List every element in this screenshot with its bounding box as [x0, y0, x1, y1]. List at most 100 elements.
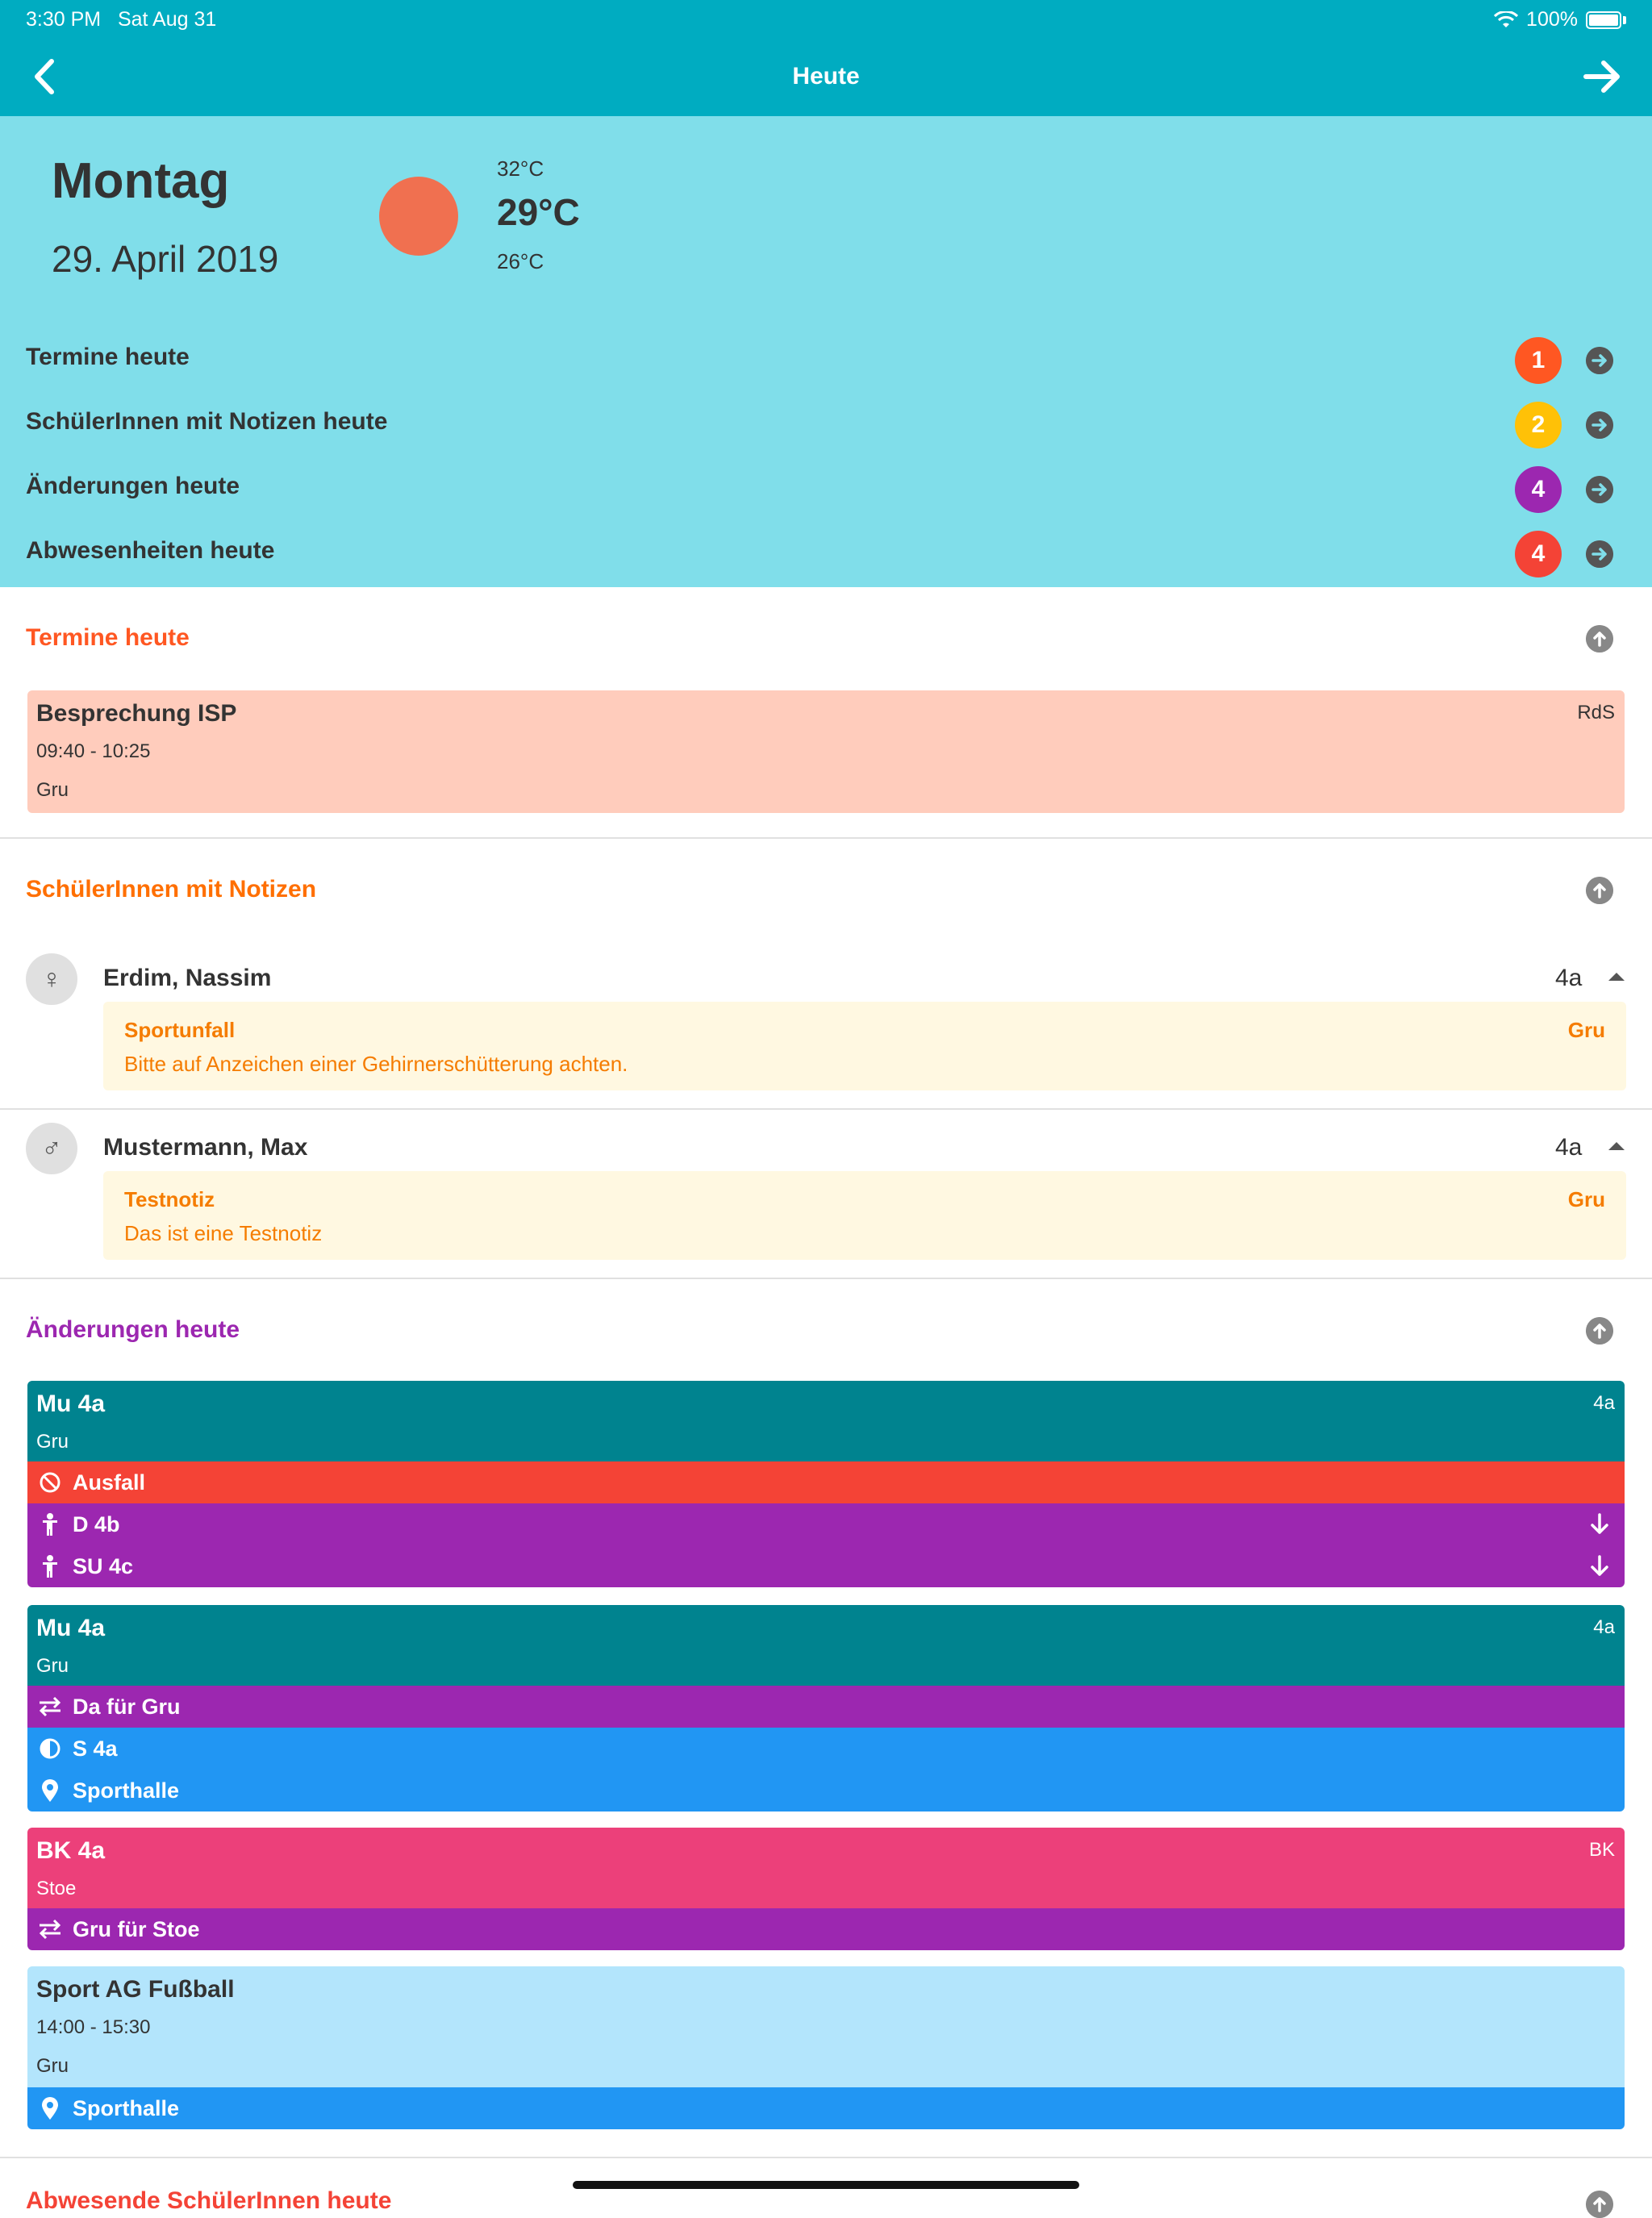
caret-up-icon[interactable]: [1608, 1142, 1625, 1150]
arrow-circle-up-icon[interactable]: [1586, 877, 1613, 904]
summary-row-changes[interactable]: Änderungen heute 4: [0, 457, 1652, 513]
note-text: Das ist eine Testnotiz: [124, 1221, 323, 1245]
status-right: 100%: [1494, 8, 1626, 31]
note-author: Gru: [1567, 1018, 1605, 1042]
student-name: Mustermann, Max: [103, 1134, 308, 1161]
battery-percent: 100%: [1526, 8, 1578, 31]
note-title: Sportunfall: [124, 1018, 236, 1042]
change-band-room: Sporthalle: [27, 2087, 1625, 2129]
summary-row-appointments[interactable]: Termine heute 1: [0, 327, 1652, 384]
arrow-down-icon: [1591, 1555, 1608, 1576]
arrow-circle-up-icon[interactable]: [1586, 625, 1613, 652]
student-note[interactable]: Testnotiz Gru Das ist eine Testnotiz: [103, 1171, 1626, 1260]
temp-current: 29°C: [497, 191, 580, 233]
divider: [0, 1278, 1652, 1279]
lesson-header: Mu 4a 4a Gru: [27, 1605, 1625, 1686]
lesson-title: Mu 4a: [36, 1615, 106, 1641]
chevron-left-icon[interactable]: [29, 56, 61, 97]
lesson-header: Mu 4a 4a Gru: [27, 1381, 1625, 1461]
half-circle-icon: [37, 1736, 63, 1761]
divider: [0, 837, 1652, 839]
count-badge: 1: [1515, 337, 1562, 384]
wifi-icon: [1494, 10, 1519, 27]
lesson-card[interactable]: Mu 4a 4a Gru Da für Gru S 4a Sporthalle: [27, 1605, 1625, 1812]
arrow-circle-right-icon[interactable]: [1586, 411, 1613, 439]
divider: [0, 2157, 1652, 2158]
lesson-card[interactable]: Sport AG Fußball 14:00 - 15:30 Gru Sport…: [27, 1966, 1625, 2129]
temp-low: 26°C: [497, 249, 544, 273]
lesson-teacher: Gru: [36, 1655, 69, 1677]
arrow-right-icon[interactable]: [1581, 56, 1623, 97]
home-indicator[interactable]: [573, 2181, 1079, 2189]
lesson-card[interactable]: BK 4a BK Stoe Gru für Stoe: [27, 1828, 1625, 1950]
app-bar: 3:30 PM Sat Aug 31 100% Heute: [0, 0, 1652, 116]
summary-row-absences[interactable]: Abwesenheiten heute 4: [0, 521, 1652, 577]
student-class: 4a: [1555, 1134, 1583, 1161]
battery-icon: [1586, 10, 1621, 29]
lesson-teacher: Gru: [36, 1431, 69, 1453]
lesson-header: Sport AG Fußball 14:00 - 15:30 Gru: [27, 1966, 1625, 2087]
lesson-title: Mu 4a: [36, 1390, 106, 1417]
sun-icon: [379, 177, 458, 256]
change-band: D 4b: [27, 1503, 1625, 1545]
lesson-teacher: Stoe: [36, 1878, 77, 1899]
change-band: SU 4c: [27, 1545, 1625, 1587]
page-title: Heute: [792, 63, 860, 90]
arrow-circle-up-icon[interactable]: [1586, 1317, 1613, 1345]
divider: [0, 1108, 1652, 1110]
lesson-tag: 4a: [1593, 1392, 1615, 1414]
note-text: Bitte auf Anzeichen einer Gehirnerschütt…: [124, 1052, 628, 1076]
appointment-tag: RdS: [1577, 702, 1615, 723]
arrow-circle-right-icon[interactable]: [1586, 476, 1613, 503]
appointment-teacher: Gru: [36, 779, 69, 801]
lesson-title: Sport AG Fußball: [36, 1976, 235, 2003]
summary-row-student-notes[interactable]: SchülerInnen mit Notizen heute 2: [0, 392, 1652, 448]
swap-icon: [37, 1916, 63, 1942]
temp-high: 32°C: [497, 156, 544, 181]
section-heading-appointments: Termine heute: [26, 624, 190, 651]
appointment-title: Besprechung ISP: [36, 700, 237, 727]
lesson-card[interactable]: Mu 4a 4a Gru Ausfall D 4b SU 4c: [27, 1381, 1625, 1587]
student-class: 4a: [1555, 965, 1583, 991]
arrow-down-icon: [1591, 1513, 1608, 1534]
student-icon: [37, 1511, 63, 1537]
section-heading-absences: Abwesende SchülerInnen heute: [26, 2187, 392, 2214]
change-band-room: Sporthalle: [27, 1770, 1625, 1812]
appointment-card[interactable]: Besprechung ISP RdS 09:40 - 10:25 Gru: [27, 690, 1625, 813]
lesson-header: BK 4a BK Stoe: [27, 1828, 1625, 1908]
arrow-circle-up-icon[interactable]: [1586, 2191, 1613, 2218]
weekday: Montag: [52, 153, 230, 209]
change-band-subject: S 4a: [27, 1728, 1625, 1770]
section-heading-changes: Änderungen heute: [26, 1316, 240, 1343]
date-label: 29. April 2019: [52, 238, 279, 280]
student-name: Erdim, Nassim: [103, 965, 272, 991]
note-title: Testnotiz: [124, 1187, 215, 1211]
change-band-substitution: Da für Gru: [27, 1686, 1625, 1728]
student-note[interactable]: Sportunfall Gru Bitte auf Anzeichen eine…: [103, 1002, 1626, 1090]
lesson-tag: BK: [1588, 1839, 1615, 1861]
change-band-cancelled: Ausfall: [27, 1461, 1625, 1503]
cancel-icon: [37, 1470, 63, 1495]
lesson-title: BK 4a: [36, 1837, 106, 1864]
appointment-time: 09:40 - 10:25: [36, 740, 151, 762]
location-pin-icon: [37, 1778, 63, 1803]
lesson-time: 14:00 - 15:30: [36, 2016, 151, 2038]
student-icon: [37, 1553, 63, 1579]
change-band-substitution: Gru für Stoe: [27, 1908, 1625, 1950]
arrow-circle-right-icon[interactable]: [1586, 540, 1613, 568]
note-author: Gru: [1567, 1187, 1605, 1211]
swap-icon: [37, 1694, 63, 1720]
caret-up-icon[interactable]: [1608, 973, 1625, 981]
status-time: 3:30 PM Sat Aug 31: [26, 8, 217, 31]
count-badge: 2: [1515, 402, 1562, 448]
lesson-tag: 4a: [1593, 1616, 1615, 1638]
location-pin-icon: [37, 2095, 63, 2121]
section-heading-student-notes: SchülerInnen mit Notizen: [26, 876, 317, 903]
arrow-circle-right-icon[interactable]: [1586, 347, 1613, 374]
count-badge: 4: [1515, 531, 1562, 577]
count-badge: 4: [1515, 466, 1562, 513]
female-icon: ♀: [26, 953, 77, 1005]
male-icon: ♂: [26, 1123, 77, 1174]
status-bar: 3:30 PM Sat Aug 31 100%: [0, 0, 1652, 39]
lesson-teacher: Gru: [36, 2055, 69, 2077]
